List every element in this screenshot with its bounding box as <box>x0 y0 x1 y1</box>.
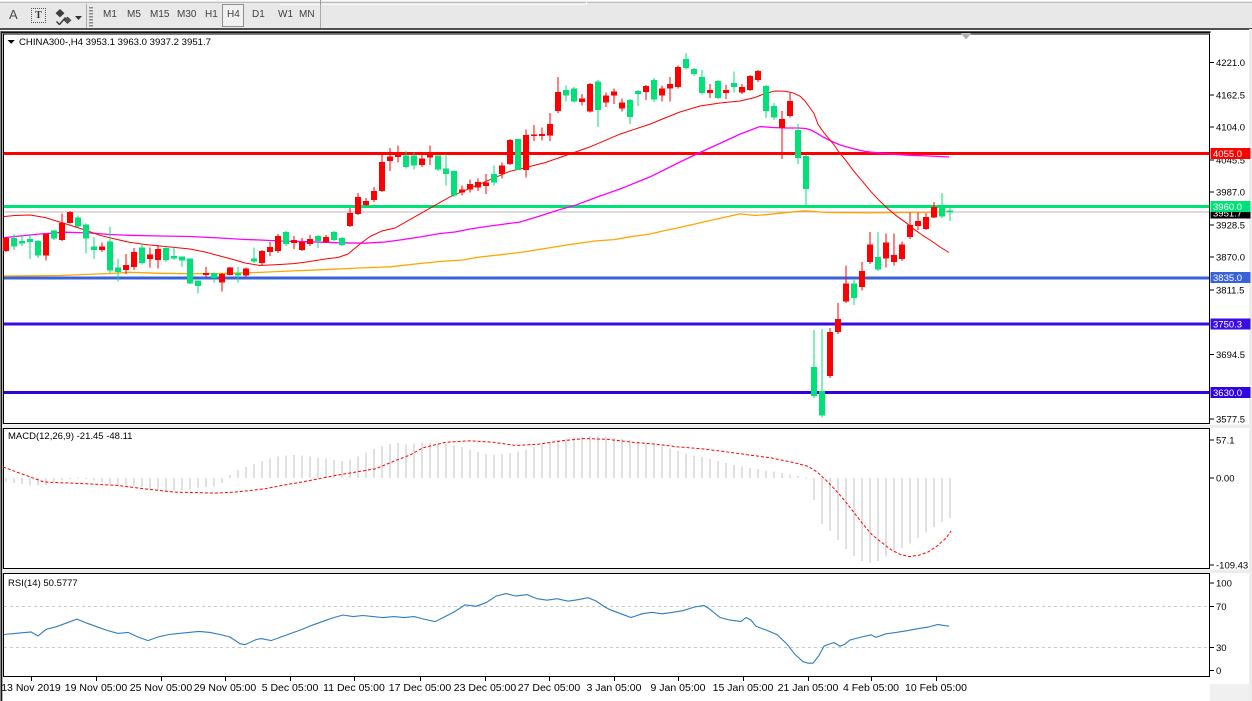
svg-text:3811.5: 3811.5 <box>1216 286 1244 297</box>
svg-text:4045.5: 4045.5 <box>1216 156 1245 167</box>
svg-text:3951.7: 3951.7 <box>1213 209 1242 220</box>
svg-text:4055.0: 4055.0 <box>1213 149 1242 160</box>
svg-text:4 Feb 05:00: 4 Feb 05:00 <box>843 682 899 694</box>
svg-text:MACD(12,26,9) -21.45 -48.11: MACD(12,26,9) -21.45 -48.11 <box>8 431 132 442</box>
svg-text:27 Dec 05:00: 27 Dec 05:00 <box>518 682 581 694</box>
svg-text:29 Nov 05:00: 29 Nov 05:00 <box>194 682 257 694</box>
svg-text:10 Feb 05:00: 10 Feb 05:00 <box>905 682 967 694</box>
svg-text:23 Dec 05:00: 23 Dec 05:00 <box>454 682 517 694</box>
svg-text:3630.0: 3630.0 <box>1213 388 1242 399</box>
svg-text:3750.3: 3750.3 <box>1213 320 1242 331</box>
svg-text:21 Jan 05:00: 21 Jan 05:00 <box>778 682 839 694</box>
svg-text:9 Jan 05:00: 9 Jan 05:00 <box>651 682 706 694</box>
svg-text:70: 70 <box>1216 602 1227 613</box>
svg-text:4221.0: 4221.0 <box>1216 58 1245 69</box>
svg-text:-109.43: -109.43 <box>1216 561 1248 572</box>
svg-text:25 Nov 05:00: 25 Nov 05:00 <box>130 682 193 694</box>
svg-text:13 Nov 2019: 13 Nov 2019 <box>1 682 61 694</box>
svg-text:4162.5: 4162.5 <box>1216 91 1245 102</box>
svg-text:15 Jan 05:00: 15 Jan 05:00 <box>713 682 774 694</box>
svg-text:5 Dec 05:00: 5 Dec 05:00 <box>262 682 319 694</box>
svg-text:57.1: 57.1 <box>1216 436 1235 447</box>
svg-text:3870.0: 3870.0 <box>1216 253 1245 264</box>
svg-text:11 Dec 05:00: 11 Dec 05:00 <box>323 682 385 694</box>
svg-text:17 Dec 05:00: 17 Dec 05:00 <box>389 682 452 694</box>
svg-text:3694.5: 3694.5 <box>1216 350 1245 361</box>
svg-text:4104.0: 4104.0 <box>1216 123 1245 134</box>
svg-text:3577.5: 3577.5 <box>1216 415 1245 426</box>
svg-text:3987.0: 3987.0 <box>1216 188 1245 199</box>
svg-text:30: 30 <box>1216 643 1227 654</box>
svg-text:3 Jan 05:00: 3 Jan 05:00 <box>587 682 642 694</box>
svg-text:100: 100 <box>1216 579 1232 590</box>
svg-text:3835.0: 3835.0 <box>1213 273 1242 284</box>
svg-text:3960.0: 3960.0 <box>1213 202 1242 213</box>
svg-text:19 Nov 05:00: 19 Nov 05:00 <box>65 682 128 694</box>
svg-text:3928.5: 3928.5 <box>1216 221 1245 232</box>
svg-text:RSI(14) 50.5777: RSI(14) 50.5777 <box>8 578 78 589</box>
svg-text:0.00: 0.00 <box>1216 474 1235 485</box>
svg-text:CHINA300-,H4 3953.1 3963.0 39: CHINA300-,H4 3953.1 3963.0 3937.2 3951.7 <box>19 37 211 48</box>
svg-text:0: 0 <box>1216 666 1221 677</box>
